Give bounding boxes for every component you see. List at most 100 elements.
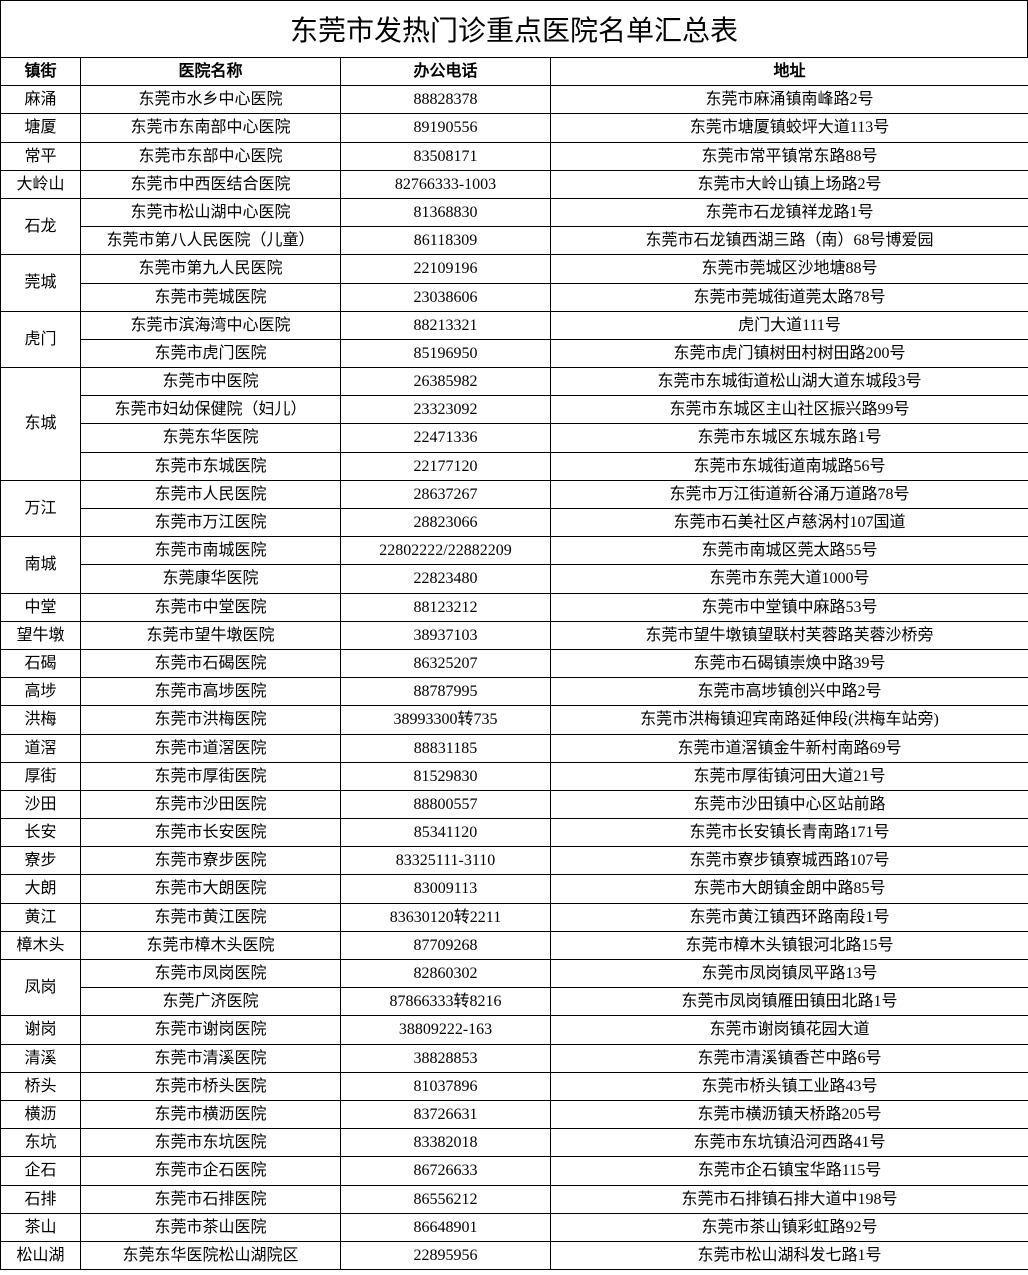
cell-address: 东莞市洪梅镇迎宾南路延伸段(洪梅车站旁): [551, 706, 1028, 734]
cell-hospital: 东莞市茶山医院: [81, 1213, 341, 1241]
cell-address: 东莞市寮步镇寮城西路107号: [551, 847, 1028, 875]
table-row: 凤岗东莞市凤岗医院82860302东莞市凤岗镇凤平路13号: [1, 960, 1028, 988]
cell-hospital: 东莞东华医院松山湖院区: [81, 1241, 341, 1269]
table-row: 东莞市万江医院28823066东莞市石美社区卢慈涡村107国道: [1, 509, 1028, 537]
cell-phone: 38993300转735: [341, 706, 551, 734]
cell-phone: 87709268: [341, 931, 551, 959]
cell-hospital: 东莞东华医院: [81, 424, 341, 452]
cell-address: 东莞市清溪镇香芒中路6号: [551, 1044, 1028, 1072]
cell-hospital: 东莞市清溪医院: [81, 1044, 341, 1072]
table-row: 东莞市莞城医院23038606东莞市莞城街道莞太路78号: [1, 283, 1028, 311]
cell-town: 塘厦: [1, 114, 81, 142]
cell-hospital: 东莞市望牛墩医院: [81, 621, 341, 649]
table-row: 东莞市虎门医院85196950东莞市虎门镇树田村树田路200号: [1, 339, 1028, 367]
cell-address: 东莞市松山湖科发七路1号: [551, 1241, 1028, 1269]
cell-phone: 22471336: [341, 424, 551, 452]
cell-hospital: 东莞市东城医院: [81, 452, 341, 480]
table-row: 大朗东莞市大朗医院83009113东莞市大朗镇金朗中路85号: [1, 875, 1028, 903]
cell-town: 横沥: [1, 1100, 81, 1128]
cell-hospital: 东莞广济医院: [81, 988, 341, 1016]
cell-address: 东莞市高埗镇创兴中路2号: [551, 678, 1028, 706]
cell-address: 东莞市黄江镇西环路南段1号: [551, 903, 1028, 931]
cell-address: 东莞市长安镇长青南路171号: [551, 819, 1028, 847]
cell-phone: 22109196: [341, 255, 551, 283]
cell-phone: 26385982: [341, 368, 551, 396]
cell-hospital: 东莞市长安医院: [81, 819, 341, 847]
cell-address: 东莞市厚街镇河田大道21号: [551, 762, 1028, 790]
table-row: 松山湖东莞东华医院松山湖院区22895956东莞市松山湖科发七路1号: [1, 1241, 1028, 1269]
cell-address: 东莞市塘厦镇蛟坪大道113号: [551, 114, 1028, 142]
cell-phone: 86726633: [341, 1157, 551, 1185]
cell-phone: 88123212: [341, 593, 551, 621]
table-row: 莞城东莞市第九人民医院22109196东莞市莞城区沙地塘88号: [1, 255, 1028, 283]
table-row: 企石东莞市企石医院86726633东莞市企石镇宝华路115号: [1, 1157, 1028, 1185]
table-row: 石龙东莞市松山湖中心医院81368830东莞市石龙镇祥龙路1号: [1, 198, 1028, 226]
cell-hospital: 东莞市第八人民医院（儿童）: [81, 227, 341, 255]
cell-hospital: 东莞市中西医结合医院: [81, 170, 341, 198]
hospital-table: 镇街 医院名称 办公电话 地址 麻涌东莞市水乡中心医院88828378东莞市麻涌…: [0, 57, 1028, 1270]
cell-address: 东莞市东坑镇沿河西路41号: [551, 1129, 1028, 1157]
cell-phone: 82860302: [341, 960, 551, 988]
cell-phone: 83382018: [341, 1129, 551, 1157]
cell-phone: 22177120: [341, 452, 551, 480]
cell-hospital: 东莞市黄江医院: [81, 903, 341, 931]
cell-hospital: 东莞市松山湖中心医院: [81, 198, 341, 226]
cell-phone: 83630120转2211: [341, 903, 551, 931]
table-row: 麻涌东莞市水乡中心医院88828378东莞市麻涌镇南峰路2号: [1, 86, 1028, 114]
cell-address: 东莞市道滘镇金牛新村南路69号: [551, 734, 1028, 762]
cell-town: 高埗: [1, 678, 81, 706]
cell-phone: 83508171: [341, 142, 551, 170]
table-row: 长安东莞市长安医院85341120东莞市长安镇长青南路171号: [1, 819, 1028, 847]
cell-town: 企石: [1, 1157, 81, 1185]
cell-town: 道滘: [1, 734, 81, 762]
table-row: 中堂东莞市中堂医院88123212东莞市中堂镇中麻路53号: [1, 593, 1028, 621]
cell-address: 东莞市中堂镇中麻路53号: [551, 593, 1028, 621]
cell-town: 大岭山: [1, 170, 81, 198]
table-container: 东莞市发热门诊重点医院名单汇总表 镇街 医院名称 办公电话 地址 麻涌东莞市水乡…: [0, 0, 1028, 1270]
cell-phone: 87866333转8216: [341, 988, 551, 1016]
cell-town: 樟木头: [1, 931, 81, 959]
cell-address: 东莞市大朗镇金朗中路85号: [551, 875, 1028, 903]
cell-hospital: 东莞市石碣医院: [81, 649, 341, 677]
table-row: 洪梅东莞市洪梅医院38993300转735东莞市洪梅镇迎宾南路延伸段(洪梅车站旁…: [1, 706, 1028, 734]
cell-address: 东莞市南城区莞太路55号: [551, 537, 1028, 565]
cell-town: 东坑: [1, 1129, 81, 1157]
table-row: 南城东莞市南城医院22802222/22882209东莞市南城区莞太路55号: [1, 537, 1028, 565]
cell-hospital: 东莞市大朗医院: [81, 875, 341, 903]
page-title: 东莞市发热门诊重点医院名单汇总表: [0, 0, 1028, 57]
cell-hospital: 东莞市道滘医院: [81, 734, 341, 762]
cell-phone: 22895956: [341, 1241, 551, 1269]
cell-town: 虎门: [1, 311, 81, 367]
cell-town: 石排: [1, 1185, 81, 1213]
cell-hospital: 东莞市滨海湾中心医院: [81, 311, 341, 339]
cell-town: 寮步: [1, 847, 81, 875]
cell-town: 大朗: [1, 875, 81, 903]
cell-phone: 85196950: [341, 339, 551, 367]
cell-town: 石龙: [1, 198, 81, 254]
cell-phone: 23038606: [341, 283, 551, 311]
cell-hospital: 东莞市水乡中心医院: [81, 86, 341, 114]
header-address: 地址: [551, 58, 1028, 86]
cell-town: 桥头: [1, 1072, 81, 1100]
cell-hospital: 东莞市万江医院: [81, 509, 341, 537]
cell-hospital: 东莞市妇幼保健院（妇儿）: [81, 396, 341, 424]
header-hospital: 医院名称: [81, 58, 341, 86]
cell-hospital: 东莞市中堂医院: [81, 593, 341, 621]
cell-address: 东莞市石碣镇崇焕中路39号: [551, 649, 1028, 677]
cell-town: 望牛墩: [1, 621, 81, 649]
table-row: 高埗东莞市高埗医院88787995东莞市高埗镇创兴中路2号: [1, 678, 1028, 706]
cell-address: 东莞市东城区东城东路1号: [551, 424, 1028, 452]
cell-phone: 88831185: [341, 734, 551, 762]
cell-hospital: 东莞市东坑医院: [81, 1129, 341, 1157]
header-row: 镇街 医院名称 办公电话 地址: [1, 58, 1028, 86]
table-row: 黄江东莞市黄江医院83630120转2211东莞市黄江镇西环路南段1号: [1, 903, 1028, 931]
cell-hospital: 东莞市第九人民医院: [81, 255, 341, 283]
table-row: 常平东莞市东部中心医院83508171东莞市常平镇常东路88号: [1, 142, 1028, 170]
cell-hospital: 东莞市虎门医院: [81, 339, 341, 367]
cell-town: 厚街: [1, 762, 81, 790]
cell-phone: 86648901: [341, 1213, 551, 1241]
cell-phone: 83325111-3110: [341, 847, 551, 875]
cell-hospital: 东莞市横沥医院: [81, 1100, 341, 1128]
cell-phone: 88213321: [341, 311, 551, 339]
cell-phone: 85341120: [341, 819, 551, 847]
